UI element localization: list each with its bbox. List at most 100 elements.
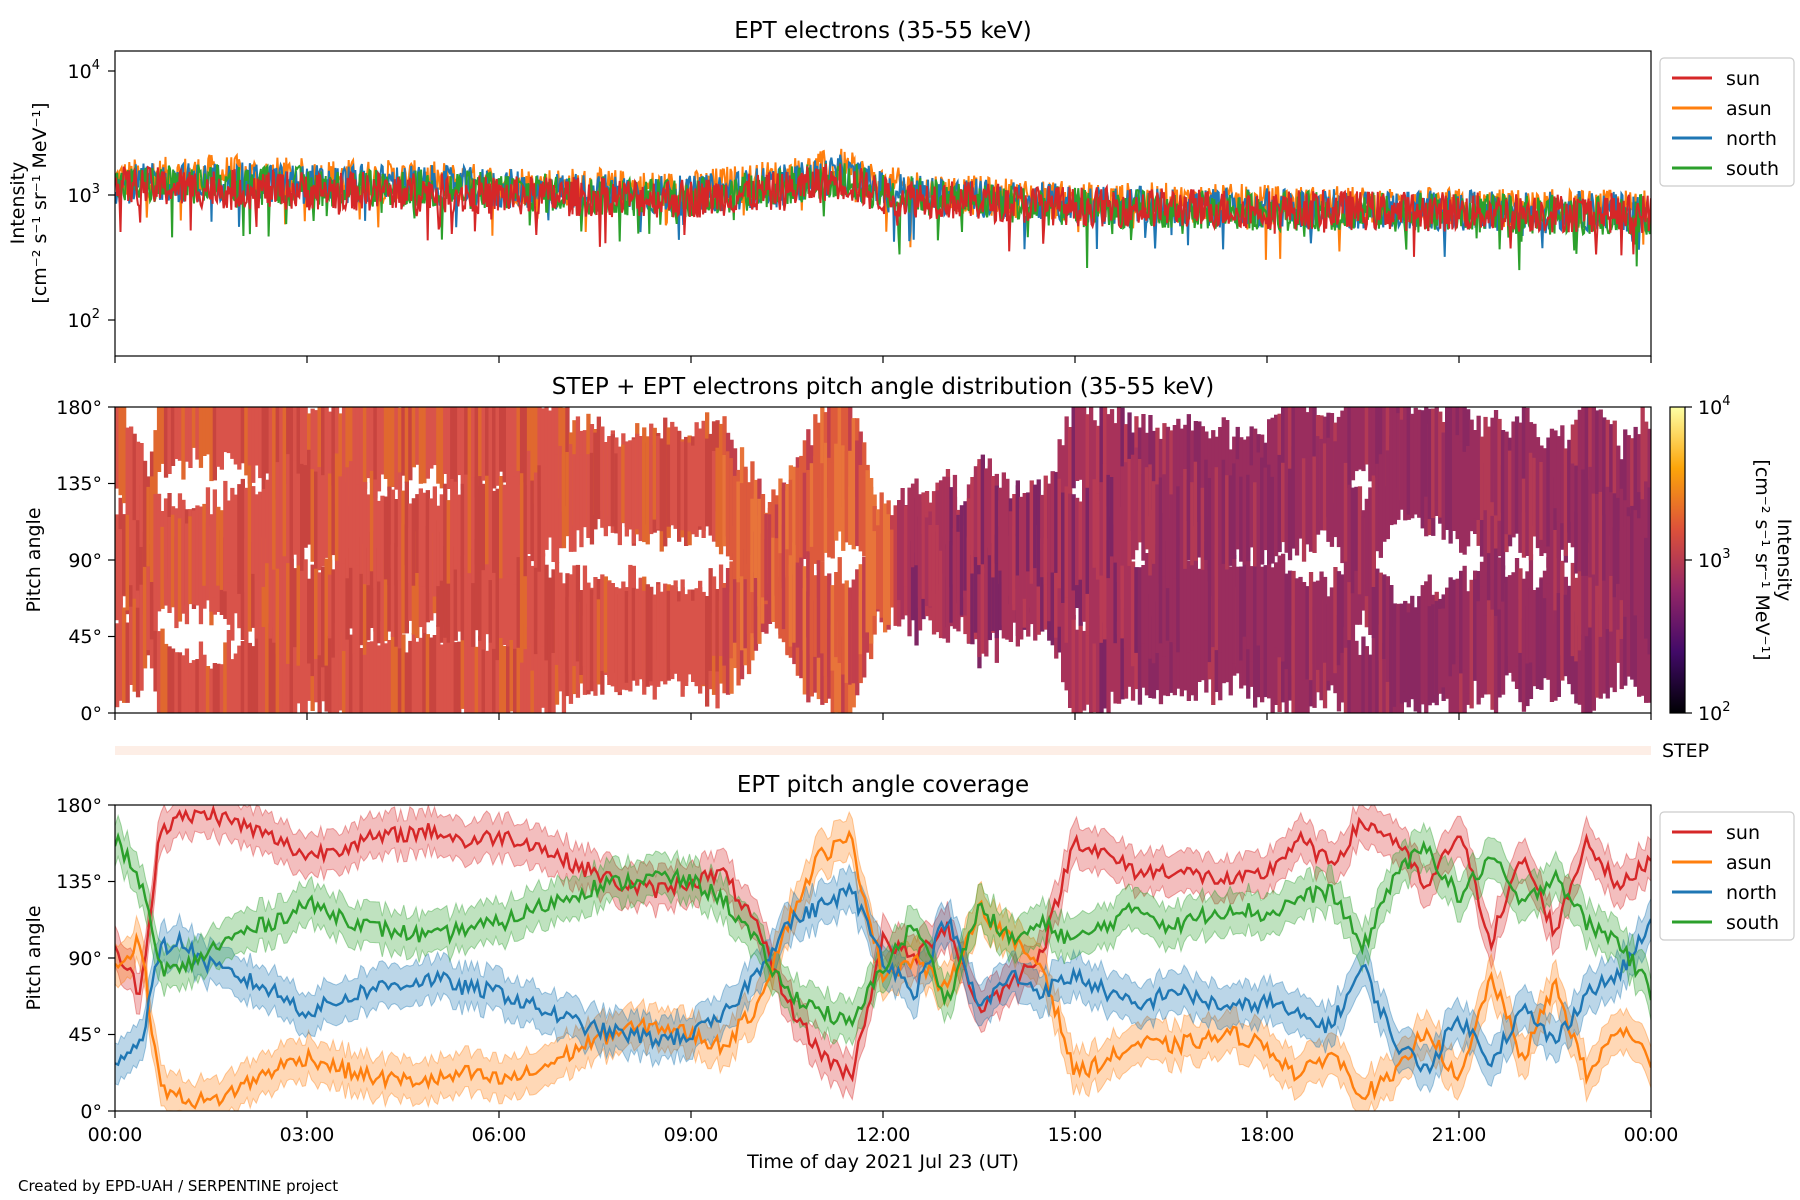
pad-cell bbox=[464, 474, 469, 568]
pad-cell bbox=[610, 583, 615, 685]
pad-cell bbox=[1493, 472, 1499, 580]
pad-cell bbox=[401, 634, 406, 713]
pad-cell bbox=[1490, 515, 1495, 626]
pad-cell bbox=[422, 492, 427, 587]
pad-cell bbox=[1479, 436, 1485, 520]
pad-cell bbox=[317, 407, 322, 484]
pad-cell bbox=[436, 505, 441, 587]
pad-cell bbox=[1092, 626, 1097, 713]
pad-cell bbox=[1294, 407, 1300, 493]
pad-cell bbox=[272, 407, 277, 493]
pad-cell bbox=[355, 484, 361, 566]
pad-cell bbox=[750, 498, 755, 593]
pad-cell bbox=[188, 516, 193, 605]
pad-cell bbox=[1626, 588, 1631, 677]
pad-cell bbox=[848, 407, 853, 487]
pad-cell bbox=[485, 650, 490, 713]
pad-cell bbox=[987, 547, 992, 641]
pad-cell bbox=[464, 630, 469, 713]
pad-cell bbox=[523, 468, 528, 577]
pad-cell bbox=[355, 407, 361, 498]
x-tick-label: 21:00 bbox=[1432, 1124, 1487, 1146]
pad-cell bbox=[1082, 486, 1087, 598]
pad-cell bbox=[1109, 477, 1115, 557]
pad-cell bbox=[160, 628, 165, 713]
pad-cell bbox=[1490, 417, 1495, 503]
pad-cell bbox=[1493, 548, 1499, 640]
pad-cell bbox=[1085, 622, 1090, 705]
pad-cell bbox=[1204, 459, 1209, 560]
pad-cell bbox=[1445, 587, 1450, 699]
pad-cell bbox=[1085, 487, 1090, 594]
pad-cell bbox=[956, 531, 961, 632]
pad-cell bbox=[1340, 614, 1345, 703]
pad-cell bbox=[551, 619, 556, 713]
pad-cell bbox=[582, 565, 588, 667]
pad-cell bbox=[813, 575, 818, 657]
coverage-line-north bbox=[115, 881, 1651, 1075]
pad-cell bbox=[1354, 486, 1359, 571]
pad-cell bbox=[1232, 555, 1237, 664]
pad-cell bbox=[893, 505, 898, 601]
pad-cell bbox=[869, 550, 874, 644]
pad-cell bbox=[1350, 637, 1356, 713]
pad-cell bbox=[293, 630, 298, 713]
pad-cell bbox=[502, 559, 507, 646]
pad-cell bbox=[268, 407, 273, 495]
pad-cell bbox=[317, 467, 322, 571]
pad-cell bbox=[830, 585, 835, 671]
pad-cell bbox=[1291, 446, 1296, 549]
pad-cell bbox=[788, 479, 793, 565]
pad-cell bbox=[743, 469, 748, 580]
pad-cell bbox=[823, 575, 828, 677]
pad-cell bbox=[991, 476, 996, 578]
pad-cell bbox=[1298, 576, 1303, 661]
pad-cell bbox=[980, 454, 985, 565]
pad-cell bbox=[296, 473, 301, 566]
pad-cell bbox=[1179, 476, 1184, 588]
pad-cell bbox=[526, 407, 532, 485]
pad-cell bbox=[830, 407, 835, 504]
pad-cell bbox=[443, 624, 448, 713]
x-tick-label: 06:00 bbox=[472, 1124, 527, 1146]
pad-cell bbox=[799, 455, 804, 566]
pad-cell bbox=[1623, 429, 1628, 537]
pad-cell bbox=[1647, 487, 1651, 573]
pad-cell bbox=[1410, 621, 1415, 700]
pad-cell bbox=[429, 637, 434, 713]
pad-cell bbox=[450, 533, 455, 642]
pad-cell bbox=[624, 441, 629, 537]
pad-cell bbox=[1162, 423, 1167, 513]
pad-cell bbox=[1644, 421, 1649, 521]
pad-cell bbox=[135, 607, 141, 698]
pad-cell bbox=[464, 407, 469, 484]
pad-cell bbox=[1588, 407, 1593, 480]
pad-cell bbox=[366, 641, 371, 713]
pad-cell bbox=[907, 545, 912, 637]
pad-cell bbox=[506, 621, 511, 713]
pad-cell bbox=[1598, 604, 1603, 699]
pad-cell bbox=[310, 408, 315, 510]
pad-cell bbox=[1577, 625, 1582, 705]
pad-cell bbox=[1047, 538, 1052, 622]
pad-cell bbox=[1483, 463, 1488, 568]
pad-cell bbox=[209, 668, 214, 713]
legend-label-south: south bbox=[1726, 912, 1779, 934]
pad-cell bbox=[722, 455, 727, 547]
pad-cell bbox=[991, 543, 996, 631]
pad-cell bbox=[404, 407, 409, 483]
pad-cell bbox=[519, 554, 525, 663]
pad-cell bbox=[1396, 413, 1401, 520]
pad-cell bbox=[334, 623, 340, 713]
pad-cell bbox=[1354, 540, 1359, 625]
pad-cell bbox=[293, 407, 298, 506]
pad-panel: STEP + EPT electrons pitch angle distrib… bbox=[23, 374, 1795, 762]
pad-cell bbox=[544, 467, 549, 550]
pad-cell bbox=[753, 531, 759, 638]
pad-cell bbox=[1466, 591, 1471, 694]
pad-cell bbox=[1253, 603, 1258, 708]
pad-cell bbox=[226, 630, 231, 713]
pad-cell bbox=[533, 407, 539, 504]
pad-cell bbox=[460, 629, 465, 709]
colorbar-label: Intensity bbox=[1773, 519, 1795, 602]
